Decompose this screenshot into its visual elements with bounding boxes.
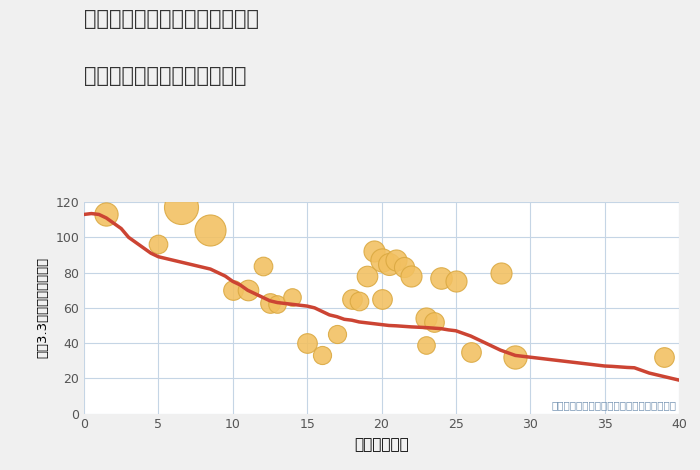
Point bbox=[428, 318, 439, 326]
Point bbox=[175, 204, 186, 211]
Point bbox=[205, 227, 216, 234]
Point bbox=[495, 269, 506, 276]
Y-axis label: 坪（3.3㎡）単価（万円）: 坪（3.3㎡）単価（万円） bbox=[36, 257, 50, 359]
Point bbox=[346, 295, 357, 303]
Point bbox=[153, 241, 164, 248]
Point bbox=[331, 330, 342, 338]
Point bbox=[242, 287, 253, 294]
Point bbox=[465, 348, 476, 356]
Point bbox=[421, 341, 432, 349]
Point bbox=[316, 352, 328, 359]
Point bbox=[391, 257, 402, 264]
Point bbox=[361, 273, 372, 280]
Point bbox=[406, 273, 417, 280]
Point bbox=[302, 339, 313, 347]
Point bbox=[101, 211, 112, 218]
Point bbox=[376, 295, 387, 303]
Point bbox=[384, 260, 395, 267]
Point bbox=[421, 315, 432, 322]
Point bbox=[257, 262, 268, 269]
Point bbox=[510, 353, 521, 361]
Point bbox=[450, 278, 461, 285]
Point bbox=[287, 293, 298, 301]
Text: 築年数別中古マンション価格: 築年数別中古マンション価格 bbox=[84, 66, 246, 86]
Text: 愛知県一宮市木曽川町玉ノ井の: 愛知県一宮市木曽川町玉ノ井の bbox=[84, 9, 259, 30]
Point bbox=[227, 287, 238, 294]
Point bbox=[272, 301, 283, 308]
Point bbox=[265, 299, 276, 306]
Text: 円の大きさは、取引のあった物件面積を示す: 円の大きさは、取引のあった物件面積を示す bbox=[551, 400, 676, 410]
Point bbox=[376, 257, 387, 264]
X-axis label: 築年数（年）: 築年数（年） bbox=[354, 437, 409, 452]
Point bbox=[398, 264, 409, 271]
Point bbox=[659, 353, 670, 361]
Point bbox=[435, 274, 447, 282]
Point bbox=[368, 248, 379, 255]
Point bbox=[354, 297, 365, 305]
